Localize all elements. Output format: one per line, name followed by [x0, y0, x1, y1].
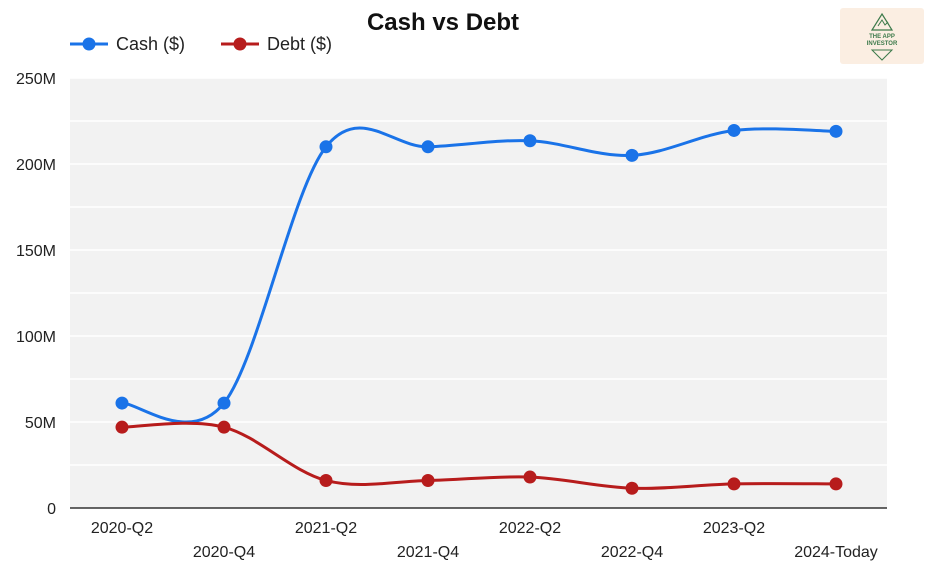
series-cash — [115, 123, 843, 424]
data-point — [625, 481, 639, 495]
chart-title: Cash vs Debt — [367, 9, 519, 36]
legend: Cash ($) Debt ($) — [70, 34, 332, 54]
y-tick-label: 0 — [47, 501, 56, 518]
data-point — [523, 134, 537, 148]
x-tick-label: 2024-Today — [794, 544, 878, 561]
y-tick-label: 100M — [16, 329, 56, 346]
legend-label: Debt ($) — [267, 34, 332, 54]
legend-marker — [233, 37, 247, 51]
x-tick-label: 2020-Q4 — [193, 544, 255, 561]
data-point — [421, 473, 435, 487]
logo-text-line1: THE APP — [869, 34, 895, 40]
y-tick-label: 150M — [16, 243, 56, 260]
grid-lines — [70, 77, 887, 466]
data-point — [421, 140, 435, 154]
x-tick-label: 2021-Q2 — [295, 520, 357, 537]
brand-logo: THE APP INVESTOR — [840, 8, 924, 64]
logo-text-line2: INVESTOR — [867, 41, 898, 47]
data-point — [217, 396, 231, 410]
data-point — [115, 396, 129, 410]
series-line — [121, 421, 837, 490]
y-tick-label: 50M — [25, 415, 56, 432]
data-point — [727, 477, 741, 491]
legend-marker — [82, 37, 96, 51]
x-tick-label: 2020-Q2 — [91, 520, 153, 537]
x-tick-label: 2023-Q2 — [703, 520, 765, 537]
data-point — [319, 473, 333, 487]
y-tick-labels: 0 50M 100M 150M 200M 250M — [16, 71, 56, 518]
series-group — [115, 123, 843, 495]
legend-item: Cash ($) — [70, 34, 185, 54]
data-point — [625, 148, 639, 162]
y-tick-label: 250M — [16, 71, 56, 88]
data-point — [217, 420, 231, 434]
x-tick-labels: 2020-Q2 2020-Q4 2021-Q2 2021-Q4 2022-Q2 2022-… — [91, 520, 878, 561]
data-point — [727, 123, 741, 137]
legend-item: Debt ($) — [221, 34, 332, 54]
x-tick-label: 2022-Q4 — [601, 544, 663, 561]
y-tick-label: 200M — [16, 157, 56, 174]
data-point — [319, 140, 333, 154]
series-debt — [115, 420, 843, 495]
x-tick-label: 2021-Q4 — [397, 544, 459, 561]
legend-label: Cash ($) — [116, 34, 185, 54]
data-point — [829, 477, 843, 491]
data-point — [115, 420, 129, 434]
logo-icon: THE APP INVESTOR — [867, 12, 898, 61]
x-tick-label: 2022-Q2 — [499, 520, 561, 537]
data-point — [523, 470, 537, 484]
series-line — [121, 126, 837, 424]
data-point — [829, 124, 843, 138]
